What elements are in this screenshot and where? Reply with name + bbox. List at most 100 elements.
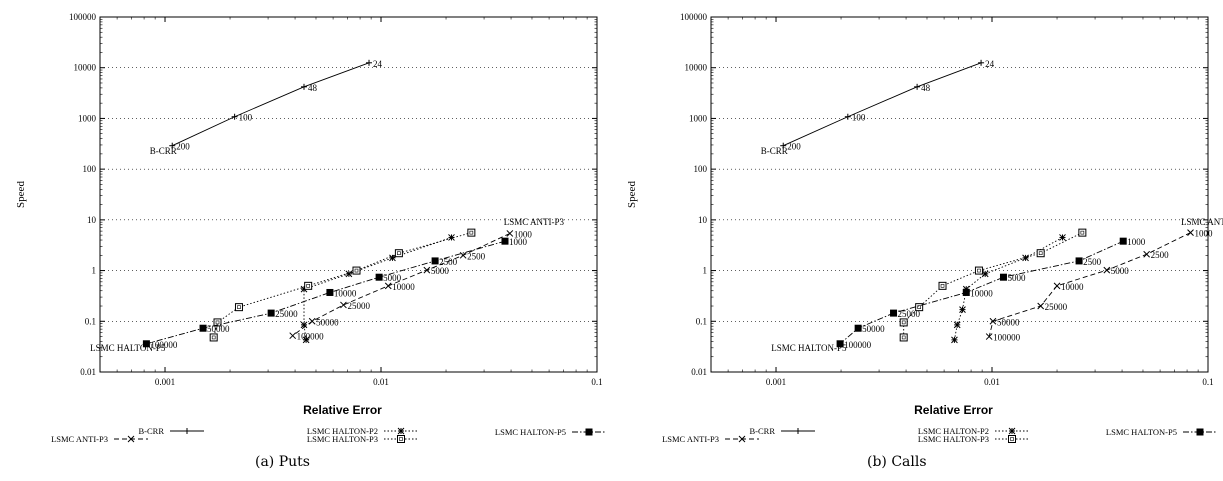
point-lsmc-halton-p3 [1078,228,1087,237]
point-lsmc-halton-p5 [1119,237,1127,245]
point-label-lsmc-anti-p3: 50000 [316,317,339,327]
legend-marker-lsmc-halton-p5 [585,428,593,436]
point-lsmc-halton-p3 [209,333,218,342]
point-lsmc-anti-p3 [289,332,297,340]
point-lsmc-halton-p3 [938,281,947,290]
legend-marker-lsmc-halton-p2 [397,427,405,435]
point-lsmc-anti-p3 [459,251,467,259]
point-label-lsmc-halton-p5: 1000 [1127,237,1146,247]
legend-marker-lsmc-halton-p2 [1008,427,1016,435]
series-label-lsmc-halton-p5: LSMC HALTON-P5 [90,343,166,353]
point-lsmc-halton-p2 [1059,234,1066,241]
x-tick-label: 0.01 [984,377,1000,387]
plot-frame [710,16,1209,373]
point-b-crr [914,83,921,90]
point-lsmc-anti-p3 [423,266,431,274]
point-lsmc-anti-p3 [340,301,347,309]
point-label-lsmc-halton-p5: 100000 [844,340,872,350]
point-label-lsmc-halton-p5: 100000 [150,340,178,350]
point-label-lsmc-anti-p3: 1000 [514,229,533,239]
y-tick-label: 1 [703,266,708,276]
series-label-lsmc-halton-p5: LSMC HALTON-P5 [771,343,847,353]
point-lsmc-anti-p3 [384,282,392,290]
point-b-crr [366,59,373,66]
point-lsmc-halton-p3 [352,266,361,275]
point-label-lsmc-anti-p3: 2500 [1151,250,1170,260]
point-lsmc-halton-p5 [836,340,844,348]
y-tick-label: 100000 [680,12,708,22]
legend-label-b-crr: B-CRR [749,426,775,436]
series-label-lsmc-anti-p3: LSMC ANTI-P3 [1181,217,1223,227]
point-label-lsmc-anti-p3: 10000 [1061,282,1084,292]
point-label-lsmc-halton-p5: 50000 [207,324,230,334]
point-lsmc-halton-p5 [1075,257,1083,265]
point-label-lsmc-halton-p5: 2500 [439,257,458,267]
plot-frame [99,16,598,373]
point-label-lsmc-halton-p5: 2500 [1083,257,1102,267]
point-lsmc-anti-p3 [1103,266,1111,274]
x-tick-label: 0.1 [1202,377,1213,387]
point-label-lsmc-halton-p5: 10000 [334,288,357,298]
point-lsmc-anti-p3 [1053,282,1061,290]
y-tick-label: 1000 [689,113,708,123]
point-lsmc-halton-p2 [300,321,308,329]
point-label-lsmc-anti-p3: 1000 [1195,229,1214,239]
point-label-b-crr: 200 [176,142,190,152]
point-lsmc-halton-p5 [142,340,150,348]
point-lsmc-halton-p3 [899,333,908,342]
x-tick-label: 0.01 [373,377,389,387]
point-b-crr [780,142,787,149]
point-label-lsmc-halton-p5: 5000 [383,273,402,283]
point-label-lsmc-anti-p3: 5000 [431,266,450,276]
series-label-lsmc-anti-p3: LSMC ANTI-P3 [504,217,565,227]
point-lsmc-anti-p3 [1143,250,1151,258]
point-label-lsmc-halton-p5: 10000 [970,288,993,298]
point-b-crr [978,59,985,66]
point-lsmc-halton-p3 [304,281,313,290]
y-axis-label: Speed [626,181,638,208]
point-label-lsmc-anti-p3: 50000 [997,317,1020,327]
x-axis-label: Relative Error [914,403,993,417]
point-lsmc-anti-p3 [506,230,514,237]
series-line-b-crr [783,62,982,147]
legend-label-lsmc-halton-p3: LSMC HALTON-P3 [918,434,989,444]
point-label-lsmc-anti-p3: 10000 [392,282,415,292]
point-label-b-crr: 100 [852,113,866,123]
legend-label-lsmc-halton-p2: LSMC HALTON-P2 [918,426,989,436]
y-axis-label: Speed [15,181,27,208]
point-label-b-crr: 48 [921,83,931,93]
point-label-b-crr: 100 [239,113,253,123]
x-tick-label: 0.001 [155,377,175,387]
y-tick-label: 0.1 [696,316,707,326]
legend-marker-lsmc-halton-p3 [397,435,405,443]
y-tick-label: 100 [83,164,97,174]
x-tick-label: 0.001 [766,377,786,387]
point-label-lsmc-anti-p3: 25000 [1045,302,1068,312]
point-lsmc-halton-p2 [302,336,310,344]
point-lsmc-halton-p5 [854,324,862,332]
point-label-lsmc-halton-p5: 50000 [862,324,885,334]
point-lsmc-anti-p3 [1037,302,1045,310]
chart-panel-calls: 0.01 0.1 1 10 100 1000 10000 100000 0.001 0.01 0.1… [611,0,1223,481]
point-label-lsmc-anti-p3: 2500 [467,251,486,261]
point-label-lsmc-halton-p5: 25000 [275,309,298,319]
point-lsmc-halton-p5 [199,324,207,332]
point-label-lsmc-anti-p3: 5000 [1111,266,1130,276]
point-lsmc-halton-p2 [953,321,961,329]
legend-marker-b-crr [795,428,801,434]
point-lsmc-halton-p5 [890,309,898,317]
point-lsmc-anti-p3 [985,333,993,340]
chart-puts: 0.01 0.1 1 10 100 1000 10000 100000 0.001 0.01 0.1… [15,12,606,444]
legend-marker-b-crr [184,428,190,434]
legend-label-lsmc-halton-p5: LSMC HALTON-P5 [1106,427,1177,437]
point-lsmc-halton-p3 [234,303,243,312]
point-b-crr [844,113,851,120]
point-label-b-crr: 24 [373,59,383,69]
chart-panel-puts: 0.01 0.1 1 10 100 1000 10000 100000 0.001 0.01 0.1… [15,12,606,470]
legend-marker-lsmc-halton-p5 [1196,428,1204,436]
legend-label-lsmc-anti-p3: LSMC ANTI-P3 [662,434,719,444]
series-line-lsmc-halton-p3 [213,232,472,338]
point-lsmc-halton-p3 [213,318,222,327]
chart-calls: 0.01 0.1 1 10 100 1000 10000 100000 0.001 0.01 0.1… [626,12,1223,444]
point-lsmc-anti-p3 [989,317,997,325]
